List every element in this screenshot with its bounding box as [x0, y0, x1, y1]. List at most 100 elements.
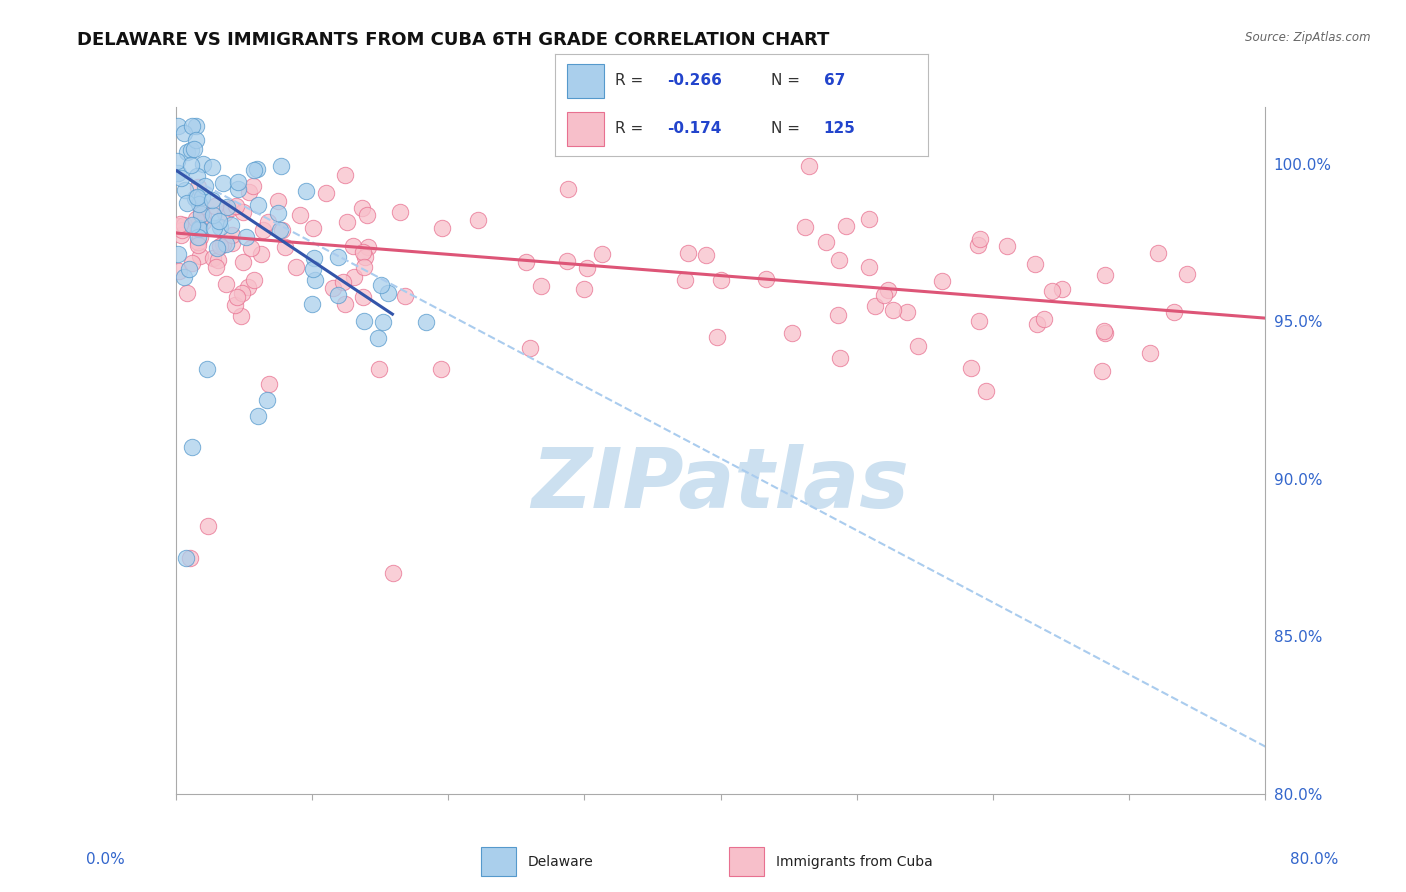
Point: [204, 220, 226, 235]
Point: [180, 218, 202, 232]
Point: [270, 159, 292, 173]
Point: [176, 550, 198, 565]
Point: [858, 211, 880, 226]
Point: [415, 315, 437, 329]
Point: [221, 227, 243, 242]
Point: [212, 237, 235, 252]
Point: [828, 252, 851, 267]
Point: [231, 286, 253, 301]
Point: [974, 384, 997, 399]
Point: [169, 263, 191, 277]
Point: [181, 440, 204, 454]
Point: [467, 212, 489, 227]
Point: [238, 280, 260, 294]
Point: [205, 260, 228, 275]
Point: [430, 220, 453, 235]
Point: [907, 339, 929, 353]
Point: [214, 237, 236, 252]
Point: [430, 361, 453, 376]
Point: [1139, 346, 1161, 360]
Point: [322, 281, 344, 295]
Point: [208, 239, 231, 253]
Point: [575, 261, 598, 276]
Point: [373, 315, 395, 329]
Text: Source: ZipAtlas.com: Source: ZipAtlas.com: [1246, 31, 1371, 45]
Point: [1040, 285, 1063, 299]
Point: [176, 285, 198, 300]
Point: [1091, 364, 1114, 378]
Point: [326, 288, 349, 302]
Point: [190, 203, 212, 218]
Text: R =: R =: [614, 73, 643, 88]
Point: [221, 235, 243, 250]
Text: 80.0%: 80.0%: [1291, 852, 1339, 867]
Point: [285, 260, 308, 274]
Point: [367, 331, 389, 345]
Point: [240, 241, 263, 255]
Text: N =: N =: [772, 73, 800, 88]
Point: [167, 166, 190, 180]
Point: [290, 208, 312, 222]
Y-axis label: 6th Grade: 6th Grade: [0, 416, 7, 485]
Point: [186, 119, 208, 133]
Point: [176, 145, 198, 159]
Point: [858, 260, 880, 275]
Point: [193, 209, 215, 223]
Point: [335, 168, 357, 182]
Point: [342, 239, 364, 253]
Point: [377, 286, 399, 301]
Point: [574, 282, 596, 296]
Point: [167, 246, 190, 260]
Point: [217, 200, 239, 214]
Point: [315, 186, 337, 200]
Point: [394, 289, 416, 303]
Text: R =: R =: [614, 121, 643, 136]
Point: [1146, 246, 1168, 260]
Point: [267, 194, 290, 209]
Point: [214, 277, 236, 292]
Point: [835, 219, 858, 233]
Point: [557, 181, 579, 195]
Point: [1163, 305, 1185, 319]
Point: [1033, 311, 1056, 326]
Point: [301, 297, 323, 311]
Point: [252, 223, 274, 237]
Point: [169, 217, 191, 231]
Point: [301, 261, 323, 276]
Point: [995, 239, 1018, 253]
Point: [194, 179, 217, 194]
Point: [176, 195, 198, 210]
Point: [882, 303, 904, 318]
Point: [173, 183, 195, 197]
Point: [243, 273, 266, 287]
Point: [382, 566, 405, 581]
Point: [186, 169, 208, 184]
Point: [1175, 267, 1198, 281]
Point: [326, 250, 349, 264]
Point: [226, 175, 249, 189]
Point: [235, 230, 257, 244]
Point: [204, 199, 226, 213]
Point: [180, 158, 202, 172]
Point: [269, 222, 291, 236]
Bar: [567, 64, 603, 97]
Point: [181, 255, 204, 269]
Point: [246, 161, 269, 176]
Point: [219, 219, 242, 233]
Point: [591, 247, 613, 261]
Text: Immigrants from Cuba: Immigrants from Cuba: [776, 855, 932, 869]
Point: [343, 270, 366, 285]
Point: [187, 215, 209, 229]
Point: [256, 392, 278, 407]
Point: [169, 228, 191, 243]
Text: -0.174: -0.174: [668, 121, 721, 136]
Point: [1024, 257, 1046, 271]
Point: [302, 220, 325, 235]
Point: [271, 223, 294, 237]
Point: [232, 255, 254, 269]
Point: [530, 279, 553, 293]
Text: 0.0%: 0.0%: [86, 852, 125, 867]
Point: [782, 326, 804, 340]
Point: [250, 247, 273, 261]
Point: [799, 159, 821, 173]
